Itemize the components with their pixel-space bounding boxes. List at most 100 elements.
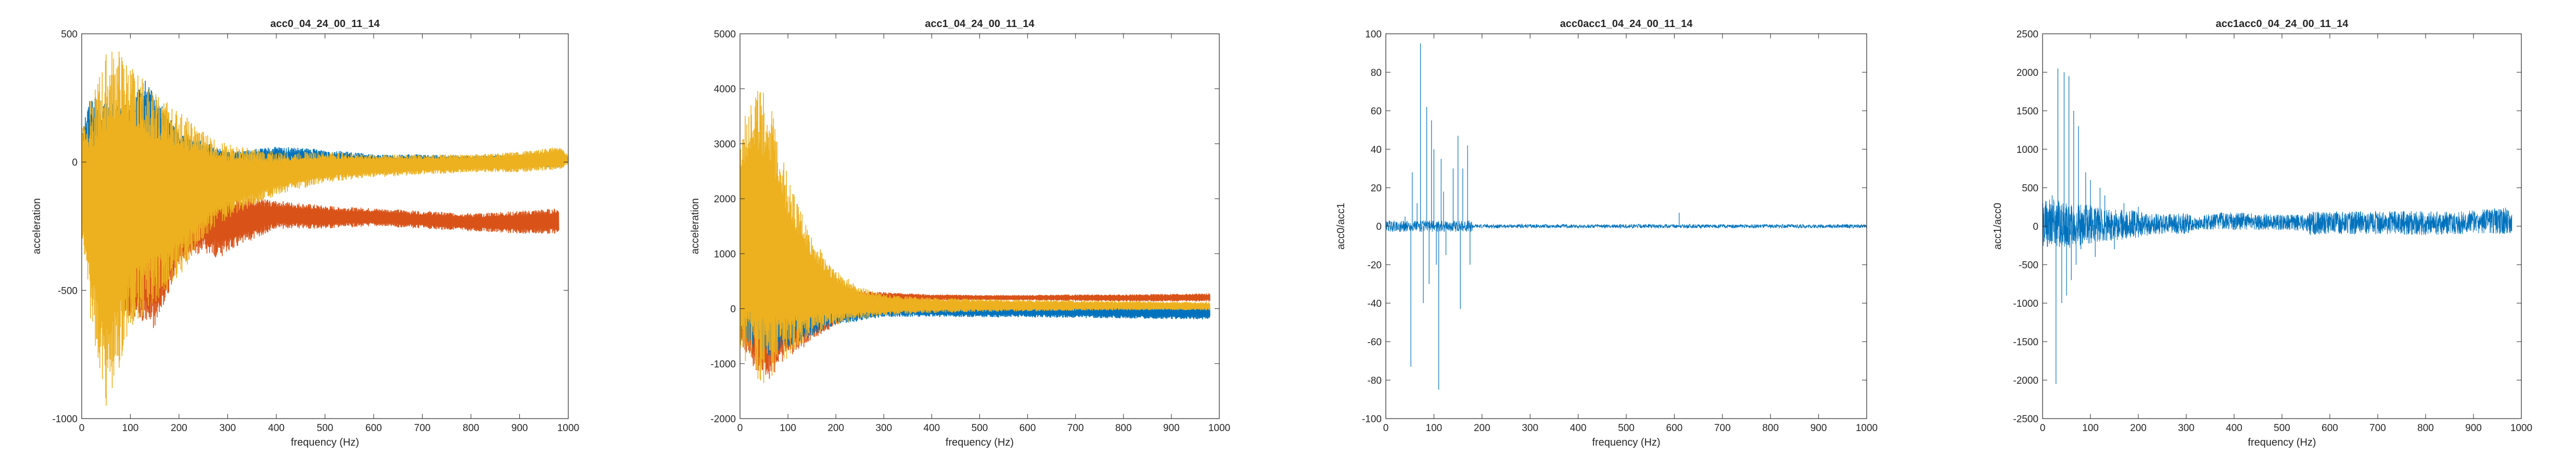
y-tick-label: 1500 bbox=[2017, 106, 2038, 117]
y-tick-label: 2000 bbox=[2017, 68, 2038, 79]
chart-title: acc1_04_24_00_11_14 bbox=[925, 18, 1035, 30]
y-tick-label: -100 bbox=[1362, 414, 1382, 425]
x-tick-label: 400 bbox=[924, 423, 940, 434]
x-tick-label: 200 bbox=[2130, 423, 2147, 434]
series-band bbox=[2043, 199, 2513, 248]
y-tick-label: 5000 bbox=[714, 29, 736, 40]
y-tick-label: 100 bbox=[1365, 29, 1382, 40]
y-tick-label: 0 bbox=[72, 158, 78, 168]
chart-panel-3: 0 100 200 300 400 500 600 700 800 900 1000-100-80-… bbox=[1335, 18, 1878, 448]
y-axis-label: acceleration bbox=[690, 198, 701, 254]
series-baseline bbox=[1386, 220, 1867, 232]
plot-area bbox=[2043, 68, 2513, 384]
y-tick-label: 0 bbox=[1376, 222, 1382, 232]
y-tick-label: 80 bbox=[1371, 68, 1382, 79]
x-tick-label: 300 bbox=[2178, 423, 2195, 434]
x-tick-label: 900 bbox=[512, 423, 528, 434]
axes-box bbox=[739, 33, 1220, 419]
y-tick-label: 1000 bbox=[714, 249, 736, 260]
y-tick-label: 60 bbox=[1371, 106, 1382, 117]
x-tick-label: 900 bbox=[1810, 423, 1827, 434]
x-tick-label: 300 bbox=[1522, 423, 1538, 434]
x-tick-label: 1000 bbox=[557, 423, 579, 434]
x-tick-label: 0 bbox=[2040, 423, 2046, 434]
y-tick-label: -60 bbox=[1368, 337, 1382, 348]
y-tick-label: 3000 bbox=[714, 139, 736, 150]
y-tick-label: 20 bbox=[1371, 183, 1382, 194]
y-tick-label: 0 bbox=[730, 304, 736, 315]
y-tick-label: 40 bbox=[1371, 145, 1382, 155]
y-tick-label: -1500 bbox=[2013, 337, 2038, 348]
x-axis-label: frequency (Hz) bbox=[946, 437, 1014, 448]
y-axis-label: acc1/acc0 bbox=[1992, 203, 2004, 250]
y-tick-label: 2500 bbox=[2017, 29, 2038, 40]
chart-title: acc0acc1_04_24_00_11_14 bbox=[1560, 18, 1693, 30]
x-axis-label: frequency (Hz) bbox=[291, 437, 359, 448]
x-tick-label: 800 bbox=[1115, 423, 1132, 434]
chart-panel-4: 0 100 200 300 400 500 600 700 800 900 1000 -2500 -20… bbox=[1992, 18, 2532, 448]
x-tick-label: 500 bbox=[972, 423, 988, 434]
x-tick-label: 400 bbox=[268, 423, 285, 434]
y-tick-label: -2500 bbox=[2013, 414, 2038, 425]
y-tick-label: -1000 bbox=[710, 359, 736, 370]
y-tick-label: -2000 bbox=[710, 414, 736, 425]
x-tick-label: 200 bbox=[171, 423, 187, 434]
x-tick-label: 700 bbox=[1714, 423, 1731, 434]
x-tick-label: 800 bbox=[463, 423, 479, 434]
x-tick-label: 700 bbox=[414, 423, 431, 434]
y-tick-label: -2000 bbox=[2013, 375, 2038, 386]
chart-panel-1: 0 100 200 300 400 500 600 700 800 900 1000 -1000 -50… bbox=[31, 18, 579, 448]
y-axis-label: acc0/acc1 bbox=[1335, 203, 1347, 250]
y-tick-label: -500 bbox=[58, 285, 78, 296]
y-tick-label: -40 bbox=[1368, 298, 1382, 309]
plot-area bbox=[740, 90, 1210, 383]
y-tick-label: -500 bbox=[2019, 260, 2038, 271]
x-tick-label: 400 bbox=[1570, 423, 1587, 434]
x-tick-label: 600 bbox=[1019, 423, 1036, 434]
y-tick-label: 4000 bbox=[714, 84, 736, 95]
x-tick-label: 1000 bbox=[2510, 423, 2532, 434]
y-tick-label: 500 bbox=[2022, 183, 2038, 194]
y-tick-label: 500 bbox=[61, 29, 78, 40]
x-tick-label: 100 bbox=[780, 423, 796, 434]
x-tick-label: 0 bbox=[737, 423, 743, 434]
x-tick-label: 800 bbox=[1762, 423, 1779, 434]
x-tick-label: 600 bbox=[2322, 423, 2338, 434]
x-tick-label: 1000 bbox=[1208, 423, 1230, 434]
y-tick-label: -1000 bbox=[52, 414, 78, 425]
chart-panel-2: 0 100 200 300 400 500 600 700 800 900 1000 -2000 -10… bbox=[690, 18, 1230, 448]
x-tick-label: 400 bbox=[2226, 423, 2242, 434]
chart-title: acc1acc0_04_24_00_11_14 bbox=[2216, 18, 2349, 30]
x-tick-label: 100 bbox=[122, 423, 139, 434]
x-tick-label: 300 bbox=[875, 423, 892, 434]
x-tick-label: 300 bbox=[220, 423, 236, 434]
x-tick-label: 500 bbox=[317, 423, 334, 434]
x-axis-label: frequency (Hz) bbox=[2248, 437, 2316, 448]
x-tick-label: 700 bbox=[2369, 423, 2386, 434]
plot-area bbox=[82, 51, 568, 406]
x-tick-label: 100 bbox=[1426, 423, 1443, 434]
series-line-yellow bbox=[82, 51, 568, 406]
x-tick-label: 200 bbox=[1474, 423, 1490, 434]
y-tick-label: 0 bbox=[2033, 222, 2038, 232]
x-tick-label: 100 bbox=[2082, 423, 2099, 434]
x-tick-label: 1000 bbox=[1856, 423, 1878, 434]
y-tick-label: 2000 bbox=[714, 194, 736, 205]
x-tick-label: 600 bbox=[1666, 423, 1683, 434]
y-tick-label: -80 bbox=[1368, 375, 1382, 386]
x-tick-label: 600 bbox=[365, 423, 382, 434]
x-tick-label: 900 bbox=[1163, 423, 1180, 434]
x-tick-label: 500 bbox=[2274, 423, 2290, 434]
chart-title: acc0_04_24_00_11_14 bbox=[270, 18, 380, 30]
x-tick-label: 0 bbox=[79, 423, 85, 434]
x-tick-label: 800 bbox=[2417, 423, 2434, 434]
plot-area bbox=[1386, 43, 1867, 390]
y-tick-label: -1000 bbox=[2013, 298, 2038, 309]
x-tick-label: 700 bbox=[1067, 423, 1084, 434]
x-tick-label: 900 bbox=[2465, 423, 2482, 434]
x-tick-label: 0 bbox=[1383, 423, 1389, 434]
y-axis-label: acceleration bbox=[31, 198, 43, 254]
series-line-yellow bbox=[740, 90, 1210, 383]
x-axis-label: frequency (Hz) bbox=[1592, 437, 1660, 448]
